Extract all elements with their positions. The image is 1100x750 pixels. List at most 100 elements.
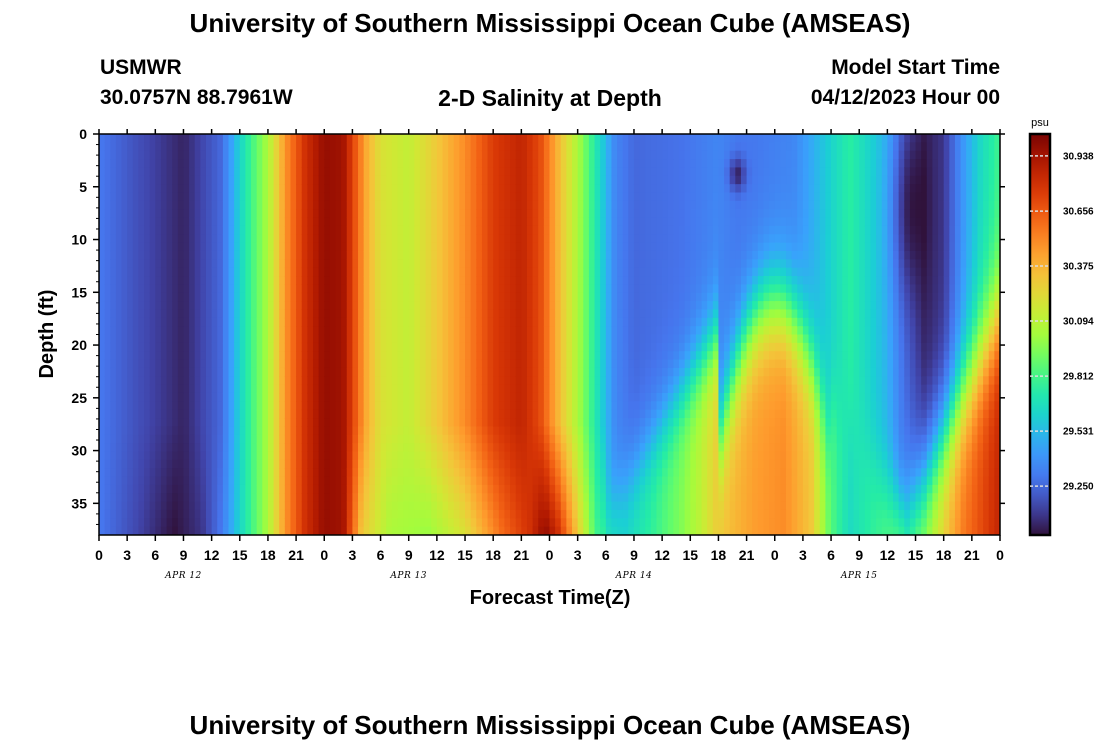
heatmap-cell (470, 309, 477, 319)
heatmap-cell (144, 284, 151, 294)
heatmap-cell (538, 159, 545, 169)
heatmap-cell (481, 317, 489, 327)
heatmap-cell (611, 334, 618, 344)
heatmap-cell (510, 426, 517, 436)
heatmap-cell (267, 367, 275, 377)
heatmap-cell (369, 401, 376, 411)
heatmap-cell (346, 334, 353, 344)
heatmap-cell (679, 242, 686, 252)
heatmap-cell (211, 501, 218, 511)
heatmap-cell (211, 175, 218, 185)
heatmap-cell (138, 426, 145, 436)
heatmap-cell (414, 167, 421, 177)
heatmap-cell (572, 367, 579, 377)
heatmap-cell (572, 317, 579, 327)
heatmap-cell (211, 234, 218, 244)
heatmap-cell (431, 334, 438, 344)
heatmap-cell (104, 484, 111, 494)
heatmap-cell (352, 392, 359, 402)
heatmap-cell (115, 284, 123, 294)
heatmap-cell (149, 217, 156, 227)
heatmap-cell (104, 301, 111, 311)
heatmap-cell (200, 342, 207, 352)
heatmap-cell (329, 359, 337, 369)
heatmap-cell (662, 292, 669, 302)
heatmap-cell (425, 150, 432, 160)
heatmap-cell (470, 409, 477, 419)
heatmap-cell (515, 468, 522, 478)
heatmap-cell (99, 392, 106, 402)
heatmap-cell (324, 518, 331, 528)
heatmap-cell (160, 401, 168, 411)
heatmap-cell (363, 351, 370, 361)
heatmap-cell (679, 351, 686, 361)
heatmap-cell (566, 409, 573, 419)
heatmap-cell (431, 418, 438, 427)
heatmap-cell (594, 309, 601, 319)
heatmap-cell (369, 292, 376, 302)
heatmap-cell (476, 200, 483, 210)
heatmap-cell (645, 434, 652, 444)
heatmap-cell (138, 493, 145, 503)
heatmap-cell (633, 509, 641, 519)
heatmap-cell (127, 376, 134, 386)
heatmap-cell (245, 434, 252, 444)
heatmap-cell (453, 250, 460, 260)
heatmap-cell (110, 292, 117, 302)
heatmap-cell (419, 217, 427, 227)
heatmap-cell (104, 134, 111, 143)
heatmap-cell (296, 434, 303, 444)
heatmap-cell (645, 392, 652, 402)
heatmap-cell (481, 134, 489, 143)
heatmap-cell (633, 142, 641, 152)
heatmap-cell (144, 459, 151, 469)
heatmap-cell (431, 309, 438, 319)
heatmap-cell (577, 317, 584, 327)
heatmap-cell (628, 451, 635, 461)
heatmap-cell (459, 159, 466, 169)
heatmap-cell (352, 309, 359, 319)
heatmap-cell (245, 326, 252, 336)
heatmap-cell (583, 392, 590, 402)
heatmap-cell (622, 401, 629, 411)
heatmap-cell (560, 217, 567, 227)
heatmap-cell (408, 317, 415, 327)
heatmap-cell (588, 468, 596, 478)
heatmap-cell (245, 451, 252, 461)
heatmap-cell (267, 292, 275, 302)
heatmap-cell (329, 209, 337, 219)
heatmap-cell (470, 342, 477, 352)
heatmap-cell (459, 476, 466, 486)
heatmap-cell (436, 250, 444, 260)
heatmap-cell (211, 326, 218, 336)
heatmap-cell (667, 134, 674, 143)
heatmap-cell (662, 142, 669, 152)
heatmap-cell (453, 401, 460, 411)
heatmap-cell (448, 426, 455, 436)
heatmap-cell (510, 376, 517, 386)
heatmap-cell (391, 175, 399, 185)
heatmap-cell (538, 334, 545, 344)
heatmap-cell (521, 359, 528, 369)
heatmap-cell (149, 259, 156, 269)
heatmap-cell (200, 459, 207, 469)
heatmap-cell (346, 134, 353, 143)
heatmap-cell (166, 434, 173, 444)
heatmap-cell (391, 518, 399, 528)
heatmap-cell (583, 367, 590, 377)
heatmap-cell (622, 150, 629, 160)
heatmap-cell (442, 301, 449, 311)
heatmap-cell (312, 175, 320, 185)
heatmap-cell (498, 476, 506, 486)
heatmap-cell (132, 367, 140, 377)
heatmap-cell (679, 426, 686, 436)
heatmap-cell (425, 384, 432, 394)
heatmap-cell (391, 192, 399, 202)
heatmap-cell (211, 509, 218, 519)
heatmap-cell (656, 175, 663, 185)
heatmap-cell (222, 459, 230, 469)
heatmap-cell (453, 150, 460, 160)
heatmap-cell (217, 317, 224, 327)
heatmap-cell (622, 225, 629, 235)
heatmap-cell (532, 292, 539, 302)
